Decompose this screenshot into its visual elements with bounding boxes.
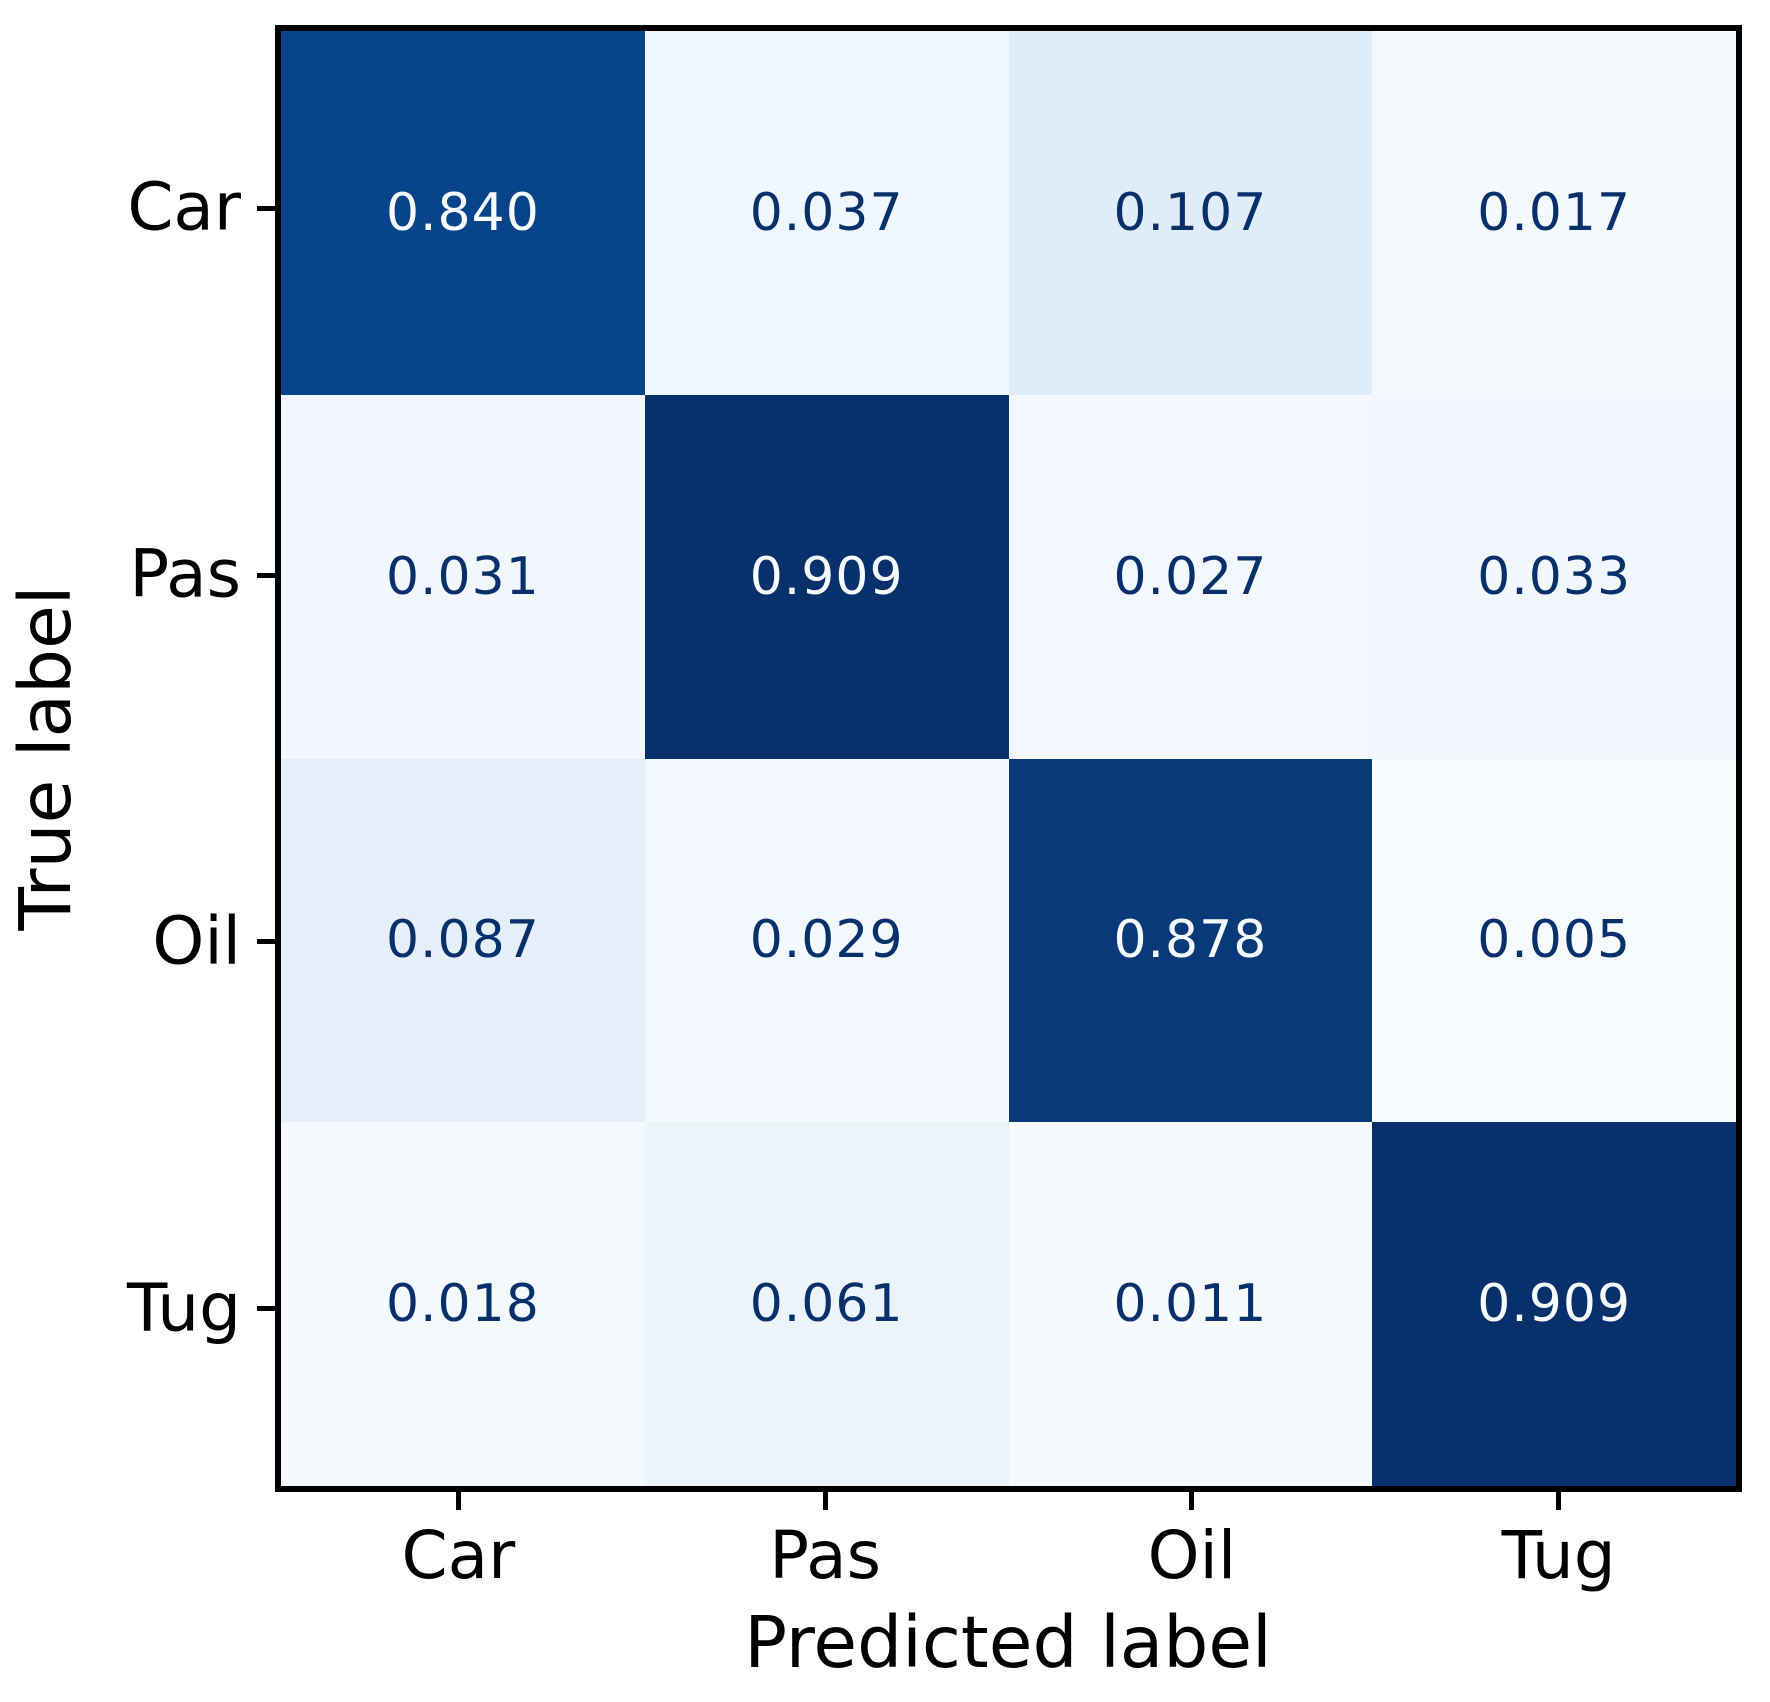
cell-value: 0.107 — [1113, 182, 1268, 243]
cell-value: 0.037 — [749, 182, 904, 243]
y-tick-mark — [257, 205, 275, 211]
cell-value: 0.029 — [749, 910, 904, 971]
matrix-cell: 0.087 — [281, 758, 645, 1123]
x-tick-mark — [455, 1492, 461, 1510]
matrix-cell: 0.011 — [1008, 1122, 1373, 1486]
cell-value: 0.005 — [1477, 910, 1632, 971]
y-tick-mark — [257, 939, 275, 945]
matrix-cell: 0.033 — [1372, 394, 1736, 759]
x-axis-label: Predicted label — [744, 1601, 1272, 1684]
matrix-cell: 0.029 — [644, 758, 1009, 1123]
y-tick-label: Car — [127, 169, 241, 247]
heatmap-plot-area: 0.840 0.037 0.107 0.017 0.031 0.909 0.027 0.033… — [275, 25, 1742, 1492]
x-tick-mark — [1556, 1492, 1562, 1510]
matrix-cell: 0.027 — [1008, 394, 1373, 759]
matrix-cell: 0.005 — [1372, 758, 1736, 1123]
x-tick-label: Car — [401, 1517, 516, 1594]
x-tick-label: Pas — [769, 1517, 881, 1594]
y-tick-mark — [257, 1306, 275, 1312]
y-tick-label: Pas — [129, 535, 241, 613]
matrix-cell: 0.107 — [1008, 31, 1373, 395]
y-tick-label: Tug — [126, 1269, 241, 1347]
cell-value: 0.018 — [385, 1274, 540, 1335]
x-tick-label: Oil — [1147, 1517, 1237, 1594]
matrix-cell: 0.840 — [281, 31, 645, 395]
matrix-cell: 0.037 — [644, 31, 1009, 395]
x-tick-mark — [1189, 1492, 1195, 1510]
matrix-cell: 0.878 — [1008, 758, 1373, 1123]
cell-value: 0.031 — [385, 546, 540, 607]
x-tick-mark — [822, 1492, 828, 1510]
cell-value: 0.061 — [749, 1274, 904, 1335]
cell-value: 0.909 — [749, 546, 904, 607]
cell-value: 0.033 — [1477, 546, 1632, 607]
y-tick-label: Oil — [152, 902, 241, 980]
matrix-cell: 0.061 — [644, 1122, 1009, 1486]
cell-value: 0.017 — [1477, 182, 1632, 243]
cell-value: 0.909 — [1477, 1274, 1632, 1335]
y-tick-mark — [257, 572, 275, 578]
matrix-cell: 0.909 — [644, 394, 1009, 759]
cell-value: 0.087 — [385, 910, 540, 971]
matrix-cell: 0.017 — [1372, 31, 1736, 395]
matrix-cell: 0.909 — [1372, 1122, 1736, 1486]
cell-value: 0.027 — [1113, 546, 1268, 607]
x-tick-label: Tug — [1501, 1517, 1616, 1594]
y-axis-label: True label — [3, 585, 87, 931]
cell-value: 0.011 — [1113, 1274, 1268, 1335]
cell-value: 0.840 — [385, 182, 540, 243]
matrix-cell: 0.018 — [281, 1122, 645, 1486]
cell-value: 0.878 — [1113, 910, 1268, 971]
matrix-cell: 0.031 — [281, 394, 645, 759]
